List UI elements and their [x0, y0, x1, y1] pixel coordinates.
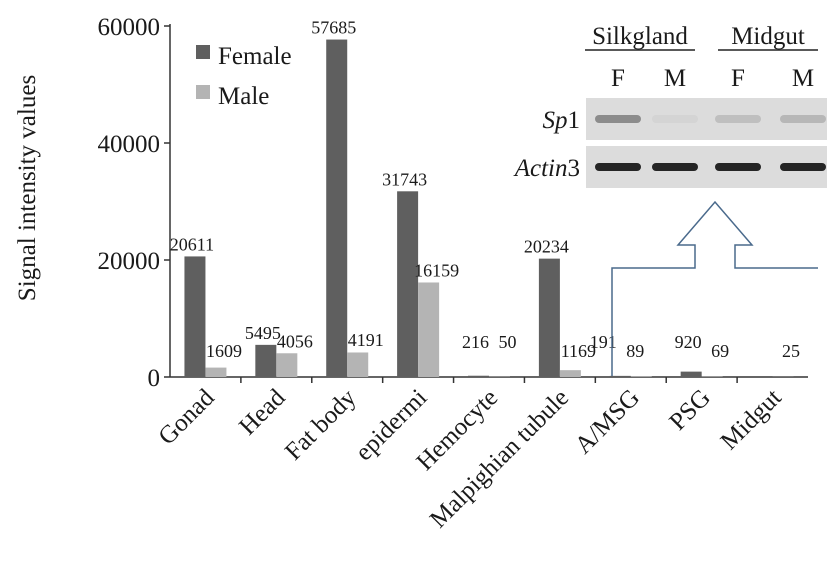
lane-label: F — [611, 65, 625, 92]
gel-strip — [586, 98, 827, 140]
gene-label: Actin3 — [513, 155, 580, 182]
y-tick-label: 40000 — [98, 131, 161, 158]
x-tick-label: Fat body — [280, 384, 362, 466]
data-label: 20234 — [524, 237, 569, 257]
data-label: 20611 — [170, 234, 214, 254]
legend-swatch-male — [196, 85, 210, 99]
x-tick-label: Head — [234, 384, 291, 441]
callout-arrow — [611, 200, 818, 376]
gel-band — [715, 115, 761, 123]
x-tick-label: Gonad — [153, 384, 220, 451]
lane-label: F — [731, 65, 745, 92]
gel-band — [780, 115, 826, 123]
data-label: 89 — [626, 341, 644, 361]
data-label: 31743 — [382, 169, 427, 189]
gene-suffix: 1 — [568, 107, 581, 134]
x-tick-label: A/MSG — [570, 384, 645, 459]
data-label: 5495 — [245, 323, 281, 343]
bar-female-fat-body — [326, 39, 348, 377]
y-tick-label: 0 — [148, 365, 161, 392]
data-label: 216 — [462, 332, 489, 352]
gene-suffix: 3 — [568, 155, 581, 182]
bar-male-gonad — [205, 367, 227, 377]
callout-outline — [611, 200, 818, 376]
data-label: 57685 — [311, 18, 356, 38]
bar-male-fat-body — [347, 352, 369, 377]
data-label: 4056 — [277, 331, 313, 351]
data-label: 25 — [782, 341, 800, 361]
legend-label-male: Male — [218, 83, 269, 110]
gel-band — [595, 163, 641, 171]
gene-name: Actin — [513, 155, 568, 182]
data-label: 191 — [590, 332, 617, 352]
data-label: 1609 — [206, 341, 242, 361]
bar-male-head — [276, 353, 298, 377]
data-label: 16159 — [414, 260, 459, 280]
bar-female-epidermi — [397, 191, 419, 377]
x-tick-label: PSG — [664, 384, 716, 436]
bars — [184, 39, 794, 377]
group-label: Silkgland — [592, 23, 688, 50]
gel-band — [595, 115, 641, 123]
lane-label: M — [792, 65, 814, 92]
x-tick-label: Midgut — [716, 384, 787, 455]
gene-name: Sp — [543, 107, 568, 134]
bar-male-epidermi — [418, 282, 440, 377]
gene-label: Sp1 — [543, 107, 581, 134]
data-label: 1169 — [561, 341, 596, 361]
y-axis-label: Signal intensity values — [14, 75, 41, 301]
bar-female-hemocyte — [468, 375, 489, 377]
bar-female-psg — [680, 371, 702, 377]
data-label: 69 — [711, 341, 729, 361]
bar-male-malpighian-tubule — [559, 370, 581, 377]
legend-label-female: Female — [218, 43, 292, 70]
y-tick-label: 60000 — [98, 14, 161, 41]
gel-band — [652, 115, 698, 123]
bar-female-a-msg — [609, 375, 631, 377]
data-label: 4191 — [348, 330, 384, 350]
bar-female-gonad — [184, 256, 206, 377]
legend-swatch-female — [196, 45, 210, 59]
gel-band — [715, 163, 761, 171]
legend: Female Male — [196, 43, 292, 110]
bar-male-a-msg — [630, 376, 652, 377]
bar-female-head — [255, 344, 277, 377]
data-label: 920 — [675, 332, 702, 352]
gel-band — [652, 163, 698, 171]
lane-label: M — [664, 65, 686, 92]
data-label: 50 — [499, 332, 517, 352]
bar-female-malpighian-tubule — [538, 258, 560, 377]
y-tick-label: 20000 — [98, 248, 161, 275]
gel-band — [780, 163, 826, 171]
group-label: Midgut — [731, 23, 805, 50]
